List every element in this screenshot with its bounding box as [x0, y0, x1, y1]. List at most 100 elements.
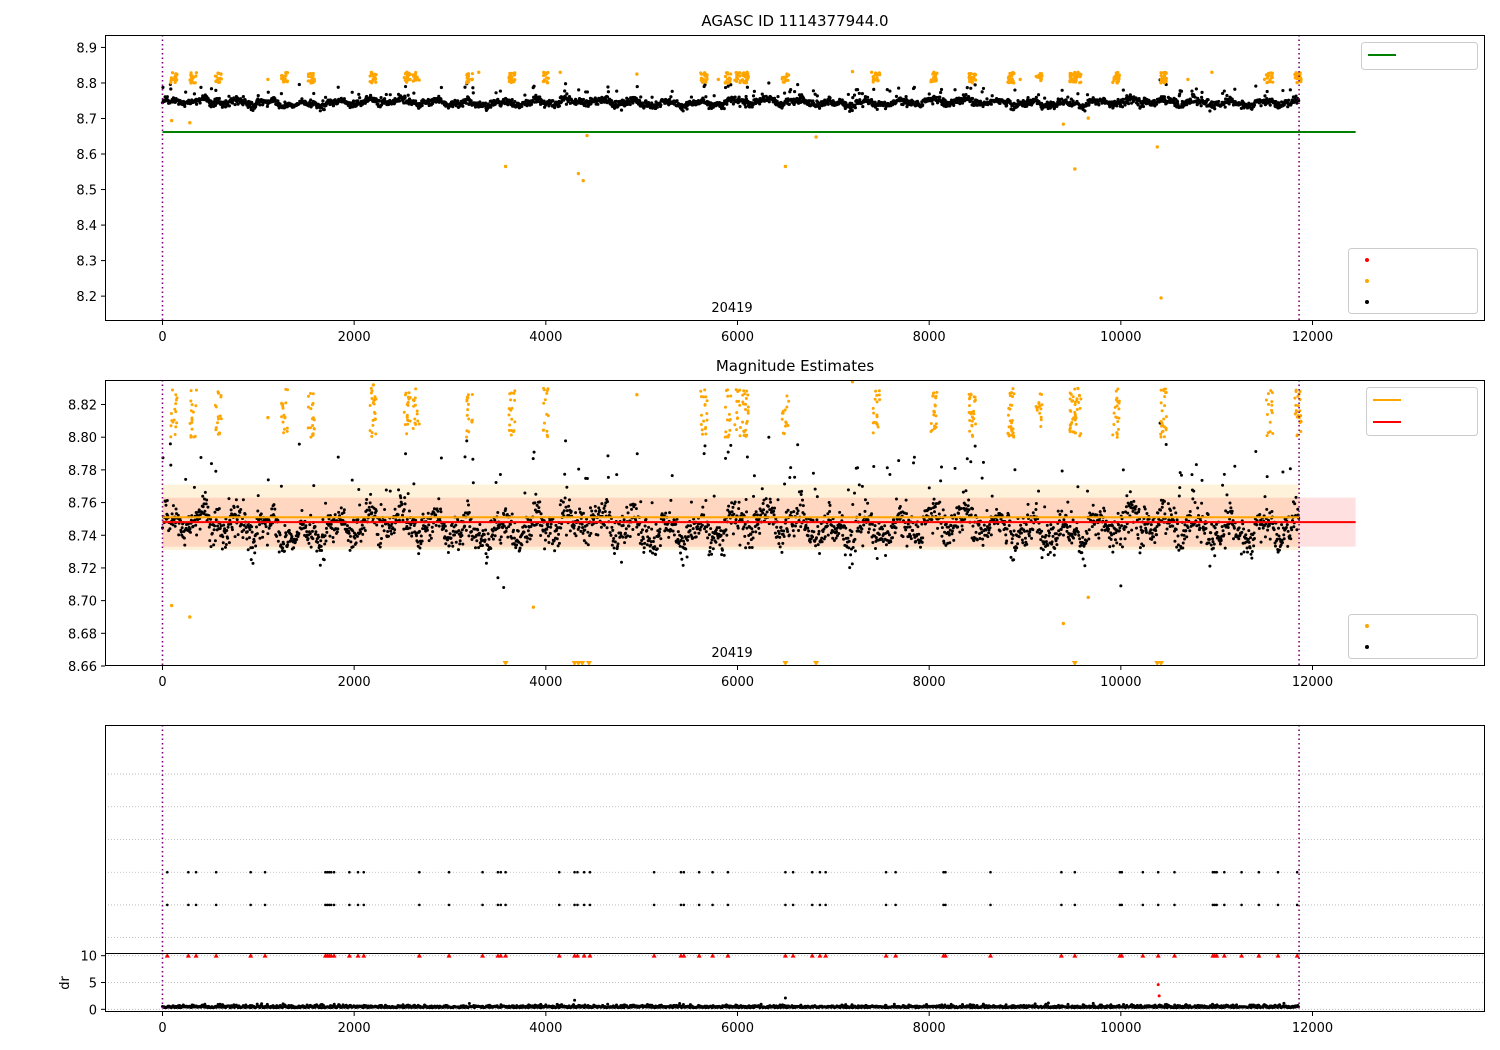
ok-point	[478, 522, 482, 526]
ok-point	[358, 503, 362, 507]
ok-point	[266, 90, 270, 94]
ok-point	[538, 95, 542, 99]
ok-point	[207, 525, 211, 529]
ok-point	[314, 532, 318, 536]
highlighted-point	[1210, 70, 1214, 75]
ok-point	[368, 93, 373, 97]
ok-point	[815, 495, 819, 499]
ok-point	[843, 553, 847, 557]
ok-point	[626, 511, 630, 515]
ok-point	[480, 543, 484, 547]
ok-point	[168, 527, 172, 531]
ok-point	[649, 543, 653, 547]
ok-point	[352, 518, 356, 522]
ok-point	[392, 531, 396, 535]
highlighted-point	[729, 72, 733, 76]
ok-point	[857, 483, 861, 487]
highlighted-point	[716, 77, 721, 82]
ok-point	[823, 535, 827, 539]
ok-point	[437, 524, 441, 528]
ok-point	[427, 523, 431, 527]
ok-point	[973, 83, 977, 87]
ok-point	[782, 535, 786, 539]
ok-point	[386, 530, 390, 534]
ok-point	[508, 522, 512, 526]
ok-point	[419, 542, 423, 546]
ok-point	[420, 103, 424, 108]
ok-point	[614, 102, 618, 106]
ok-point	[850, 530, 854, 534]
ok-point	[567, 504, 571, 508]
ok-point	[547, 534, 551, 538]
ok-point	[399, 496, 403, 500]
ok-point	[227, 541, 231, 545]
ok-point	[313, 525, 317, 529]
ok-point	[232, 506, 236, 510]
ok-point	[418, 529, 422, 533]
ok-point	[658, 527, 662, 531]
ok-point	[870, 512, 874, 516]
ok-point	[356, 99, 360, 103]
ok-point	[265, 543, 269, 547]
ok-point	[828, 503, 832, 507]
ok-point	[368, 501, 372, 505]
ok-point	[543, 538, 547, 542]
ok-point	[487, 537, 491, 541]
ok-point	[658, 544, 662, 548]
ok-point	[427, 539, 431, 543]
ok-point	[688, 528, 692, 532]
ok-point	[970, 96, 975, 101]
ok-point	[738, 104, 742, 109]
ok-point	[561, 500, 565, 504]
ok-point	[437, 94, 441, 98]
ok-point	[631, 101, 635, 105]
ok-point	[218, 527, 222, 531]
ok-point	[324, 539, 328, 543]
ok-point	[1013, 88, 1017, 92]
highlighted-point	[1265, 81, 1269, 85]
ok-point	[367, 505, 371, 509]
ok-point	[375, 523, 379, 527]
highlighted-point	[1073, 80, 1078, 84]
ok-point	[523, 93, 527, 97]
ok-point	[875, 557, 879, 561]
ok-point	[357, 92, 361, 96]
ok-point	[606, 475, 610, 479]
x-tick-label: 4000	[529, 330, 562, 345]
ok-point	[611, 528, 615, 532]
ok-point	[473, 546, 477, 550]
highlighted-point	[189, 81, 193, 85]
ok-point	[606, 454, 610, 458]
ok-point	[350, 478, 354, 482]
ok-point	[184, 477, 188, 481]
x-tick-label: 10000	[1100, 330, 1141, 345]
ok-point	[439, 507, 443, 511]
ok-point	[850, 562, 854, 566]
ok-point	[282, 549, 286, 553]
ok-point	[194, 523, 198, 527]
ok-point	[1036, 93, 1041, 97]
ok-point	[796, 82, 800, 87]
ok-point	[463, 455, 467, 459]
ok-point	[828, 96, 832, 100]
ok-point	[223, 545, 227, 549]
ok-point	[655, 105, 659, 109]
highlighted-point	[402, 75, 406, 80]
ok-point	[494, 91, 498, 95]
ok-point	[475, 539, 479, 543]
highlighted-point	[513, 78, 517, 82]
ok-point	[776, 498, 780, 502]
highlighted-point	[932, 70, 936, 75]
ok-point	[817, 532, 821, 536]
ok-point	[512, 536, 516, 540]
ok-point	[412, 91, 416, 95]
ok-point	[880, 537, 884, 541]
highlighted-point	[174, 79, 178, 83]
ok-point	[989, 102, 993, 106]
ok-point	[217, 507, 221, 511]
ok-point	[226, 525, 230, 529]
ok-point	[171, 504, 175, 508]
ok-point	[856, 466, 860, 470]
ok-point	[439, 85, 444, 90]
ok-point	[866, 518, 870, 522]
